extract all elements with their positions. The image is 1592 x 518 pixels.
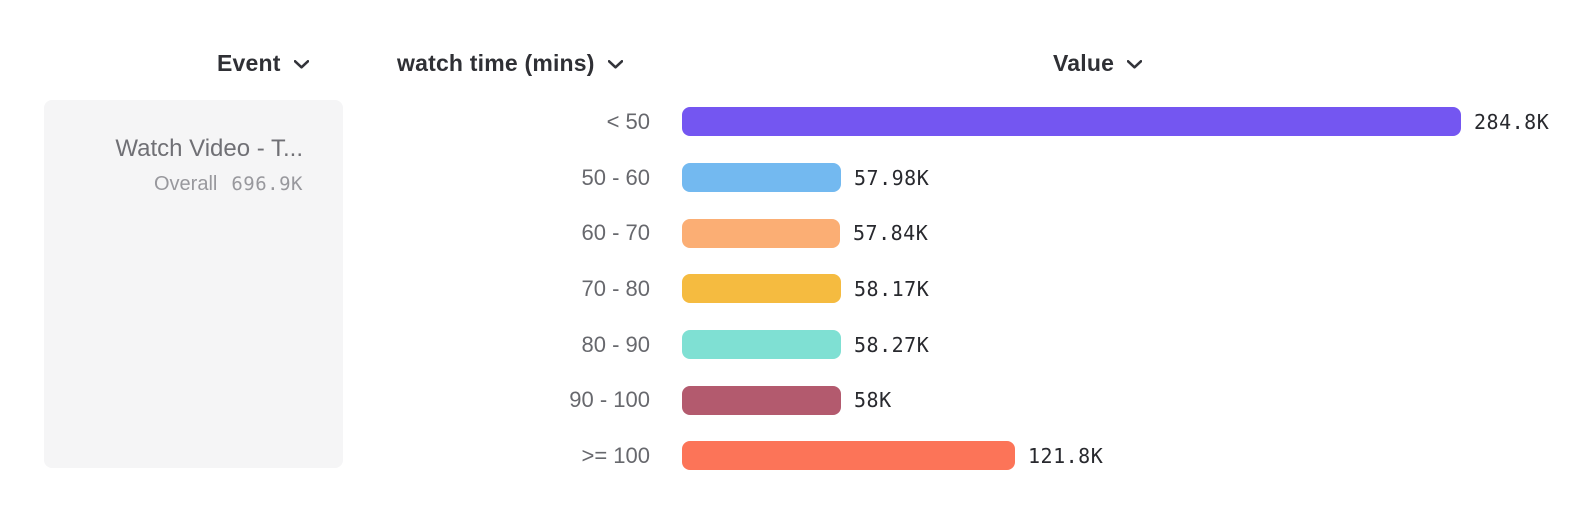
bar-segment[interactable]: [682, 441, 1015, 471]
overall-value: 696.9K: [231, 173, 303, 195]
value-label: 58.27K: [854, 332, 930, 357]
column-header-value-label: Value: [1053, 50, 1115, 76]
bar-segment[interactable]: [682, 330, 841, 360]
column-header-breakdown[interactable]: watch time (mins): [397, 49, 623, 77]
bar-chart: < 50 284.8K 50 - 60 57.98K 60 - 70 57.84K 70 -…: [0, 94, 1592, 484]
chevron-down-icon: [293, 60, 309, 69]
chart-row: >= 100 121.8K: [0, 428, 1592, 484]
value-label: 57.84K: [853, 221, 929, 246]
bar-segment[interactable]: [682, 107, 1461, 137]
chart-row: 70 - 80 58.17K: [0, 261, 1592, 317]
bar-segment[interactable]: [682, 274, 841, 304]
bar-segment[interactable]: [682, 218, 840, 248]
event-title: Watch Video - T...: [115, 135, 303, 162]
category-label: 90 - 100: [569, 387, 650, 413]
value-label: 57.98K: [854, 165, 930, 190]
chart-row: 90 - 100 58K: [0, 372, 1592, 428]
category-label: >= 100: [581, 442, 650, 468]
event-card-text: Watch Video - T... Overall 696.9K: [44, 133, 303, 197]
value-label: 58.17K: [854, 276, 930, 301]
chart-row: 80 - 90 58.27K: [0, 317, 1592, 373]
event-overall-row: Overall 696.9K: [44, 171, 303, 197]
column-header-event[interactable]: Event: [217, 49, 309, 77]
bar-segment[interactable]: [682, 385, 841, 415]
column-header-value[interactable]: Value: [1053, 49, 1143, 77]
chevron-down-icon: [607, 60, 623, 69]
value-label: 121.8K: [1028, 443, 1104, 468]
chevron-down-icon: [1127, 60, 1143, 69]
bar-segment[interactable]: [682, 163, 841, 193]
chart-row: 50 - 60 57.98K: [0, 150, 1592, 206]
column-header-event-label: Event: [217, 50, 281, 76]
value-label: 284.8K: [1474, 109, 1550, 134]
event-card: Watch Video - T... Overall 696.9K: [44, 100, 343, 468]
category-label: 70 - 80: [581, 275, 651, 301]
category-label: 80 - 90: [581, 331, 651, 357]
category-label: < 50: [606, 108, 650, 134]
chart-row: < 50 284.8K: [0, 94, 1592, 150]
category-label: 60 - 70: [581, 220, 651, 246]
chart-row: 60 - 70 57.84K: [0, 205, 1592, 261]
overall-label: Overall: [154, 173, 218, 195]
column-header-breakdown-label: watch time (mins): [397, 50, 595, 76]
value-label: 58K: [854, 388, 892, 413]
category-label: 50 - 60: [581, 164, 651, 190]
